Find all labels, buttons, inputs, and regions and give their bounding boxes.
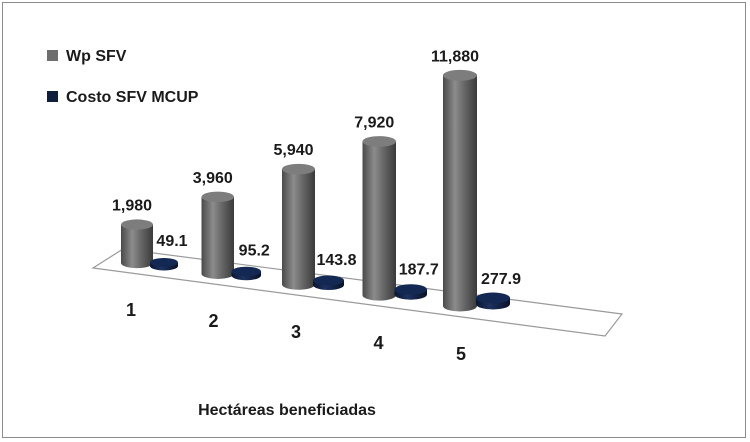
x-tick-label-5: 5 [456, 344, 466, 364]
data-label-costo-sfv-mcup-2: 95.2 [239, 243, 270, 260]
x-tick-label-4: 4 [373, 333, 383, 353]
bar-costo-sfv-mcup-1 [150, 257, 178, 271]
x-tick-label-2: 2 [208, 311, 218, 331]
legend-swatch-costo-sfv-mcup [47, 91, 58, 102]
data-label-wp-sfv-2: 3,960 [193, 170, 233, 187]
x-axis-title: Hectáreas beneficiadas [198, 402, 376, 419]
bar-wp-sfv-5 [443, 69, 477, 312]
legend-label-costo-sfv-mcup: Costo SFV MCUP [66, 89, 199, 106]
legend-label-wp-sfv: Wp SFV [66, 48, 127, 65]
bar-costo-sfv-mcup-3 [313, 275, 344, 290]
legend-swatch-wp-sfv [47, 50, 58, 61]
bar-costo-sfv-mcup-4 [394, 284, 427, 300]
bars-group [121, 69, 510, 312]
labels-group: 1,980 49.1 1 3,960 95.2 2 5,940 143.8 3 7,920 187.… [112, 48, 521, 364]
data-label-costo-sfv-mcup-4: 187.7 [399, 262, 439, 279]
bar-wp-sfv-1 [121, 219, 153, 269]
data-label-wp-sfv-3: 5,940 [273, 142, 313, 159]
bar-wp-sfv-4 [362, 136, 396, 301]
data-label-costo-sfv-mcup-1: 49.1 [156, 233, 187, 250]
data-label-wp-sfv-5: 11,880 [431, 48, 479, 65]
x-tick-label-3: 3 [291, 322, 301, 342]
data-label-costo-sfv-mcup-3: 143.8 [316, 252, 356, 269]
data-label-wp-sfv-1: 1,980 [112, 198, 152, 215]
legend: Wp SFV Costo SFV MCUP [47, 48, 199, 106]
data-label-wp-sfv-4: 7,920 [354, 114, 394, 131]
bar-wp-sfv-3 [282, 163, 315, 290]
bar-costo-sfv-mcup-2 [231, 266, 261, 281]
data-label-costo-sfv-mcup-5: 277.9 [481, 271, 521, 288]
bar-costo-sfv-mcup-5 [476, 292, 510, 310]
bar-wp-sfv-2 [201, 191, 234, 279]
x-tick-label-1: 1 [126, 300, 136, 320]
